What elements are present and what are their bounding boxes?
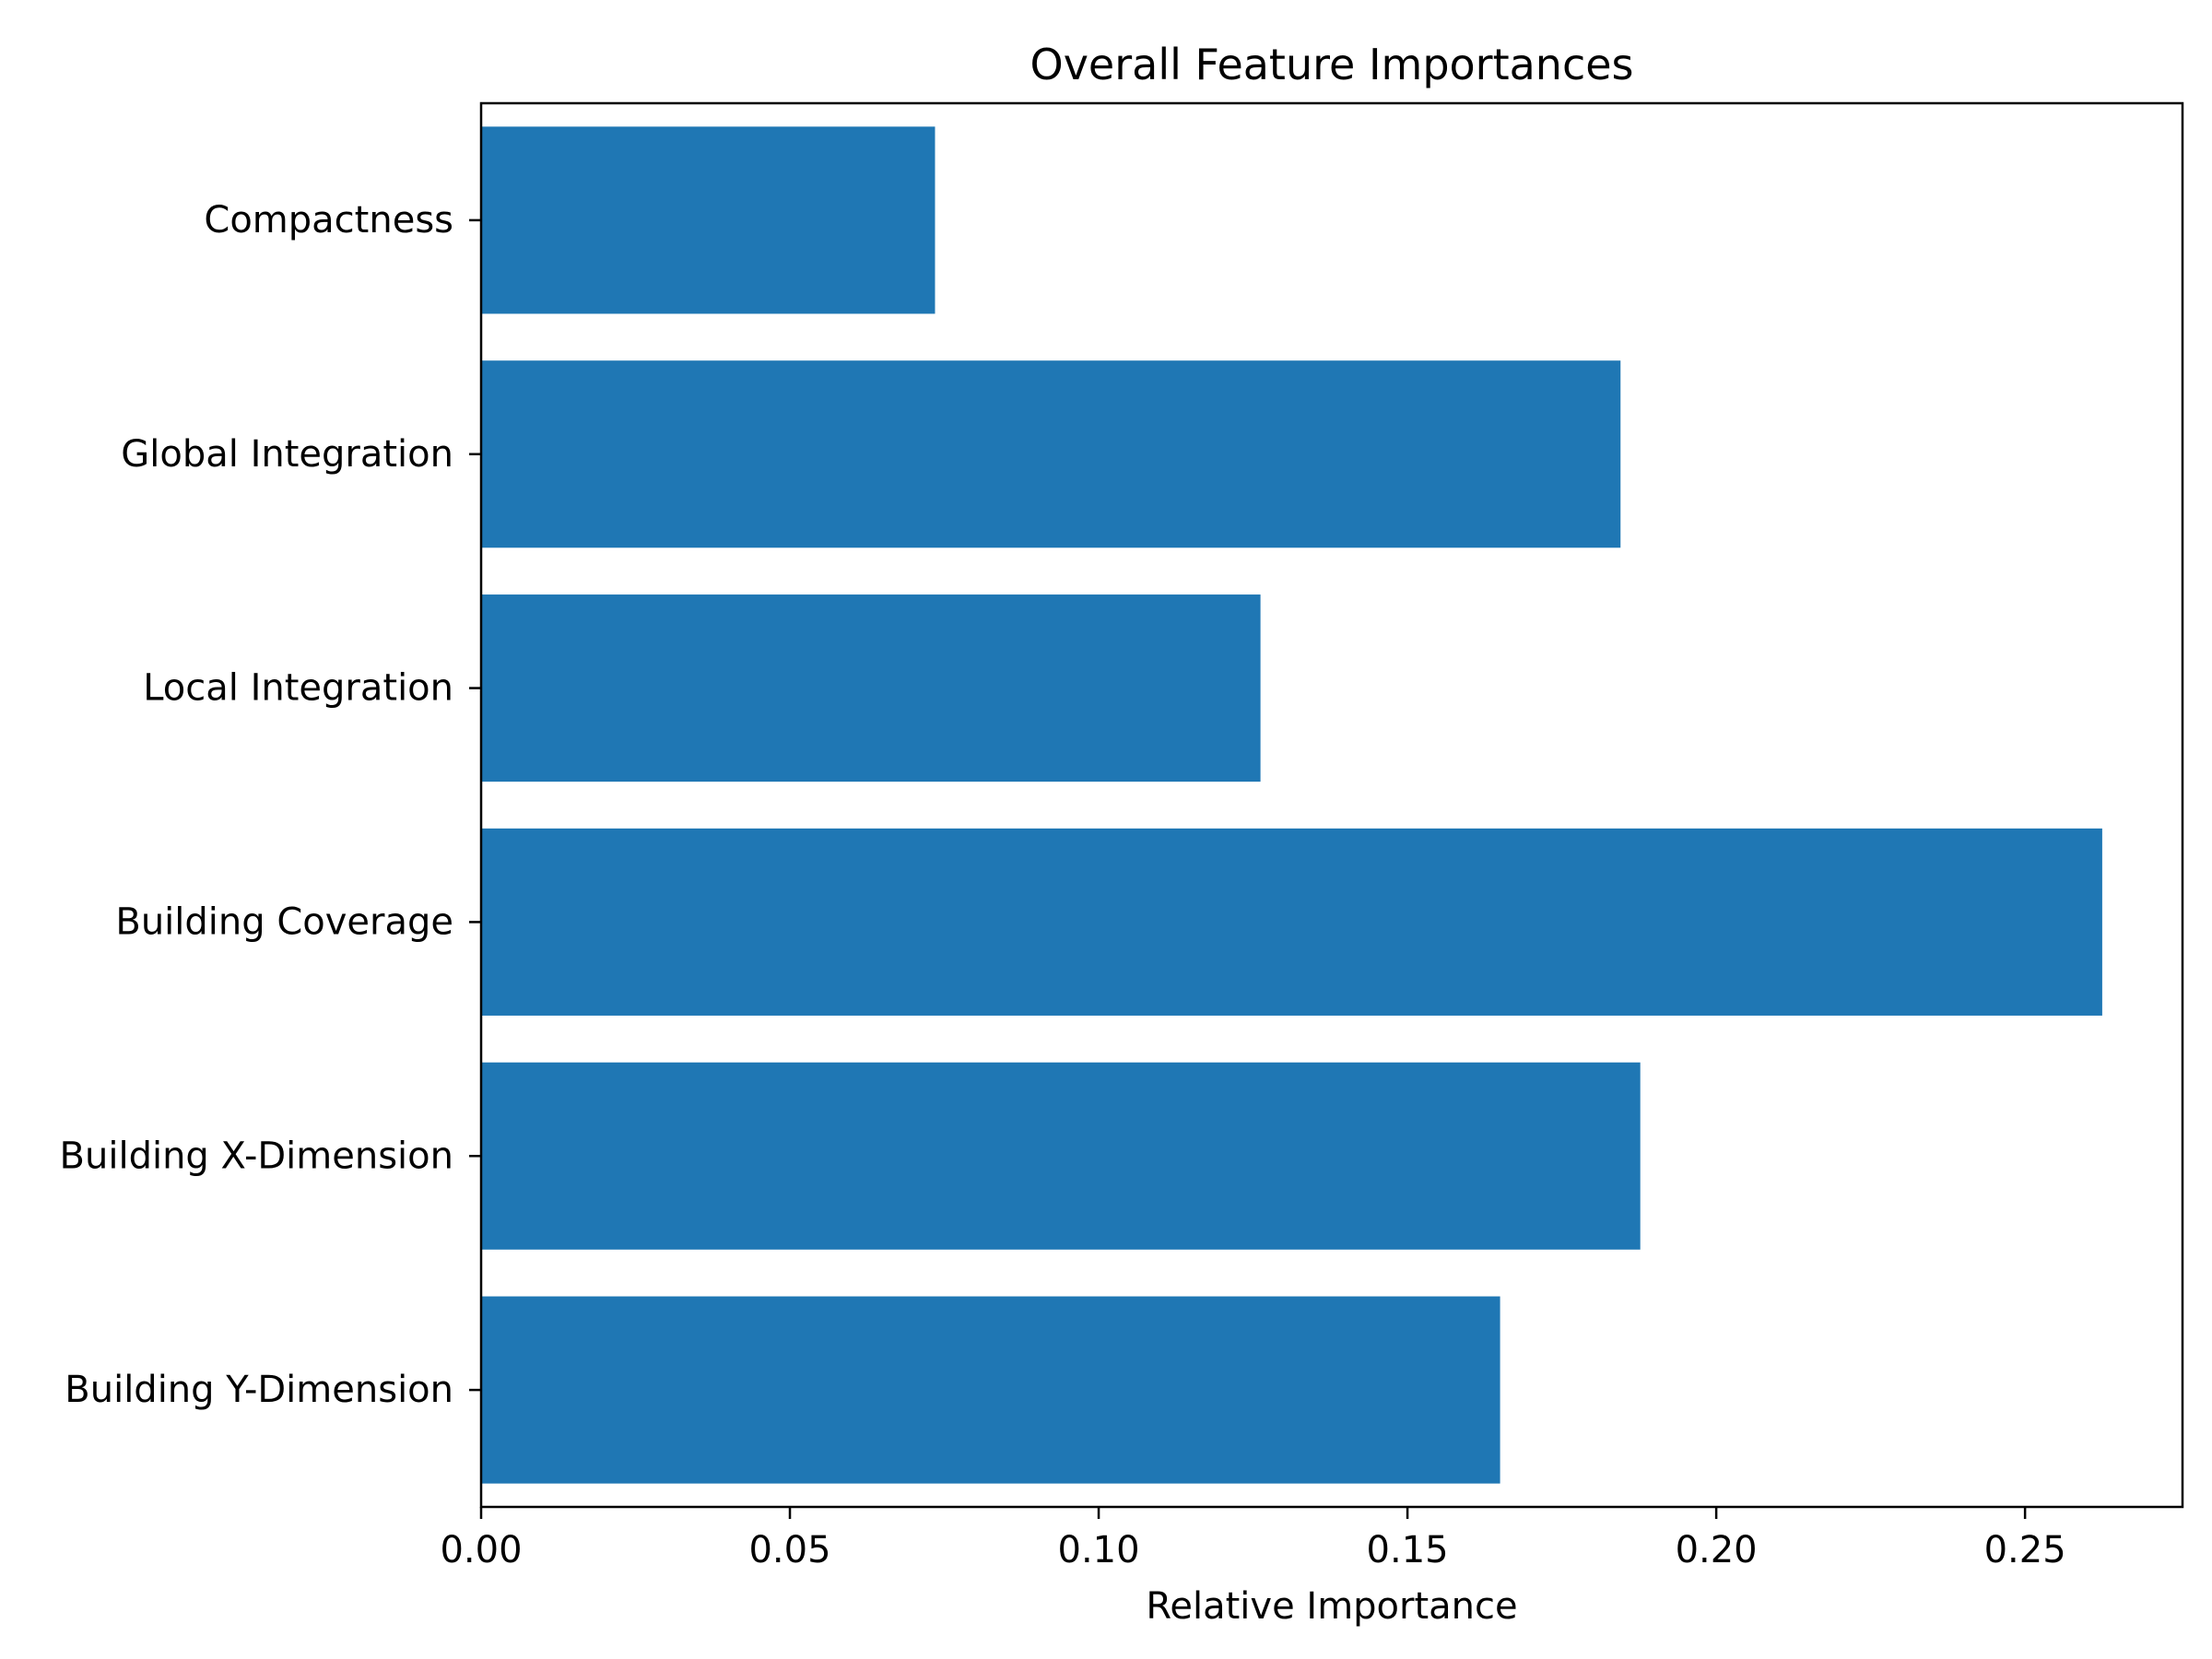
y-tick-label: Compactness xyxy=(204,199,453,241)
y-tick-label: Building Y-Dimension xyxy=(65,1369,453,1411)
bar xyxy=(481,126,935,314)
x-tick-label: 0.05 xyxy=(748,1529,830,1571)
y-tick-label: Global Integration xyxy=(121,433,453,476)
chart-title: Overall Feature Importances xyxy=(1030,40,1633,89)
x-tick-label: 0.10 xyxy=(1058,1529,1140,1571)
bar xyxy=(481,1296,1500,1484)
x-axis-ticks: 0.00 0.05 0.10 0.15 0.20 0.25 xyxy=(440,1507,2066,1571)
x-tick-label: 0.15 xyxy=(1367,1529,1449,1571)
y-tick-label: Building Coverage xyxy=(115,900,453,943)
x-tick-label: 0.00 xyxy=(440,1529,522,1571)
bar xyxy=(481,1062,1641,1250)
y-tick-label: Building X-Dimension xyxy=(60,1135,453,1177)
y-tick-label: Local Integration xyxy=(143,667,453,710)
bar xyxy=(481,828,2102,1016)
bar xyxy=(481,594,1261,782)
x-axis-label: Relative Importance xyxy=(1146,1585,1517,1628)
bars-group xyxy=(481,126,2102,1484)
x-tick-label: 0.20 xyxy=(1676,1529,1758,1571)
bar xyxy=(481,360,1621,548)
plot-area-frame xyxy=(479,101,2184,1509)
y-axis-ticks: Compactness Global Integration Local Integ… xyxy=(60,199,481,1411)
x-tick-label: 0.25 xyxy=(1984,1529,2066,1571)
